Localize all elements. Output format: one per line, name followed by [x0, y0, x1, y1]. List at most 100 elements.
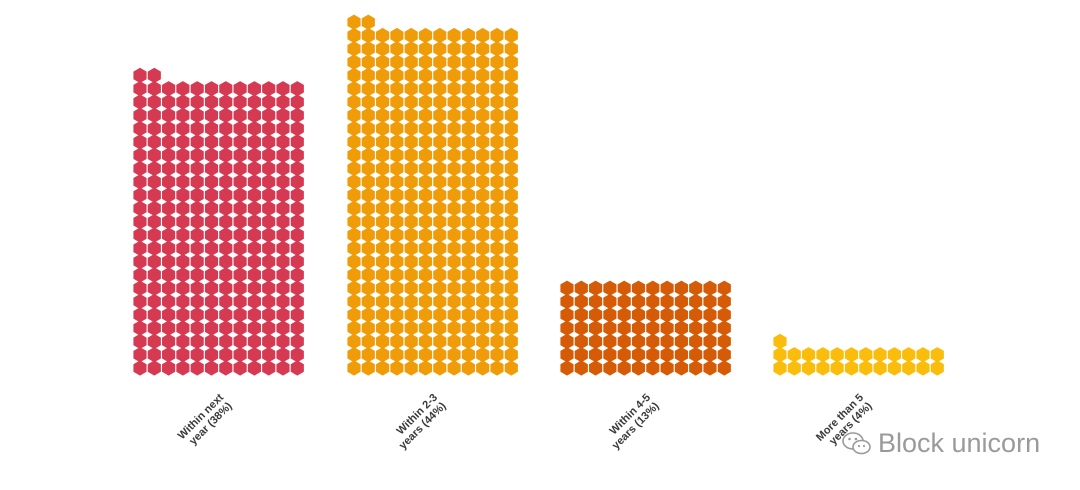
- hex-unit: [290, 121, 304, 137]
- hex-unit: [133, 107, 147, 123]
- hex-unit: [504, 333, 518, 349]
- hex-unit: [390, 187, 404, 203]
- hex-unit: [262, 160, 276, 177]
- hex-unit: [574, 347, 588, 363]
- hex-unit: [204, 267, 219, 283]
- hex-unit: [447, 347, 461, 363]
- hex-unit: [233, 187, 247, 203]
- hex-unit: [347, 227, 361, 243]
- hex-unit: [660, 293, 674, 310]
- hex-unit: [703, 293, 717, 310]
- hex-unit: [603, 293, 617, 310]
- hex-unit: [276, 254, 290, 270]
- hex-unit: [176, 121, 190, 137]
- hex-unit: [476, 307, 490, 323]
- hex-unit: [461, 81, 475, 97]
- hex-unit: [147, 67, 161, 83]
- hex-unit: [361, 267, 375, 283]
- hex-unit: [830, 347, 844, 363]
- hex-unit: [390, 240, 404, 256]
- hex-unit: [504, 347, 518, 363]
- hex-unit: [574, 293, 588, 310]
- hex-unit: [476, 280, 490, 296]
- hex-unit: [162, 333, 176, 349]
- hex-unit: [617, 333, 631, 349]
- hex-unit: [589, 360, 603, 376]
- hex-unit: [247, 227, 261, 243]
- watermark: Block unicorn: [842, 428, 1040, 459]
- hex-unit: [347, 280, 361, 296]
- hex-unit: [219, 94, 233, 110]
- hex-unit: [504, 174, 518, 190]
- hex-unit: [133, 214, 147, 230]
- hex-unit: [433, 121, 447, 137]
- hex-unit: [347, 360, 361, 376]
- hex-unit: [162, 174, 176, 190]
- hex-unit: [162, 267, 176, 283]
- hex-unit: [347, 54, 361, 70]
- hex-unit: [247, 107, 261, 123]
- hex-unit: [162, 320, 176, 336]
- hex-unit: [476, 240, 490, 256]
- hex-unit: [433, 227, 447, 243]
- hex-unit: [233, 107, 247, 123]
- hex-unit: [703, 280, 717, 296]
- hex-unit: [176, 147, 190, 163]
- hex-unit: [290, 267, 304, 283]
- hex-unit: [660, 280, 674, 296]
- hex-unit: [361, 121, 375, 137]
- hex-unit: [290, 333, 304, 349]
- hex-unit: [276, 81, 290, 97]
- hex-unit: [390, 94, 404, 110]
- hex-unit: [219, 187, 233, 203]
- hex-unit: [204, 174, 219, 190]
- hex-unit: [162, 360, 176, 376]
- hex-unit: [404, 227, 418, 243]
- hex-unit: [176, 347, 190, 363]
- hex-unit: [476, 214, 490, 230]
- hex-unit: [176, 267, 190, 283]
- hex-unit: [376, 214, 390, 230]
- hex-unit: [773, 333, 787, 349]
- hex-unit: [433, 347, 447, 363]
- hex-unit: [262, 347, 276, 363]
- hex-unit: [447, 54, 461, 70]
- hex-unit: [247, 267, 261, 283]
- hex-unit: [433, 187, 447, 203]
- hex-unit: [418, 227, 433, 243]
- hex-unit: [433, 67, 447, 83]
- hex-unit: [162, 347, 176, 363]
- hex-unit: [418, 267, 433, 283]
- hex-unit: [162, 254, 176, 270]
- hex-unit: [290, 81, 304, 97]
- hex-unit: [147, 160, 161, 177]
- hex-unit: [204, 81, 219, 97]
- hex-unit: [361, 240, 375, 256]
- hex-unit: [504, 200, 518, 216]
- hex-unit: [504, 27, 518, 44]
- hex-unit: [262, 94, 276, 110]
- hex-unit: [190, 107, 204, 123]
- hex-unit: [504, 187, 518, 203]
- hex-unit: [589, 293, 603, 310]
- hex-unit: [176, 81, 190, 97]
- hex-unit: [717, 307, 731, 323]
- hex-unit: [674, 320, 688, 336]
- hex-unit: [574, 333, 588, 349]
- hex-unit: [433, 280, 447, 296]
- hex-unit: [247, 240, 261, 256]
- hex-unit: [147, 333, 161, 349]
- hex-unit: [703, 360, 717, 376]
- hex-unit: [361, 200, 375, 216]
- hex-unit: [361, 27, 375, 44]
- hex-unit: [689, 307, 703, 323]
- hex-unit: [162, 107, 176, 123]
- hex-unit: [233, 174, 247, 190]
- hex-unit: [176, 240, 190, 256]
- hex-unit: [504, 360, 518, 376]
- hex-unit: [490, 360, 504, 376]
- hex-unit: [390, 214, 404, 230]
- hex-unit: [390, 54, 404, 70]
- hex-unit: [873, 347, 887, 363]
- hex-unit: [262, 121, 276, 137]
